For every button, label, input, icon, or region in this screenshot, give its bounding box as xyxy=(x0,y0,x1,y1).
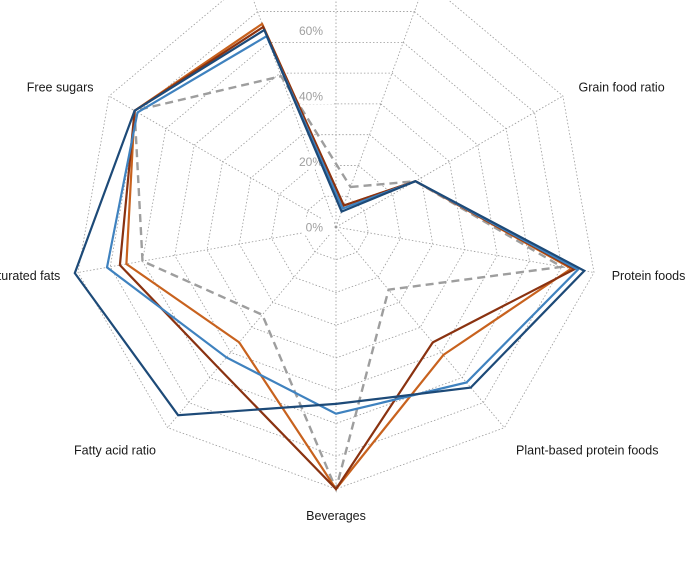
tick-label-bg xyxy=(302,219,334,235)
radar-grid xyxy=(77,0,595,490)
grid-spoke-3 xyxy=(335,226,505,428)
grid-spoke-8 xyxy=(252,0,337,228)
grid-spoke-2 xyxy=(335,226,595,273)
tick-label: 60% xyxy=(299,24,323,38)
grid-ring-30 xyxy=(238,134,434,326)
grid-ring-80 xyxy=(77,0,595,490)
data-series xyxy=(73,22,587,493)
series-line-0 xyxy=(133,74,566,493)
grid-spoke-1 xyxy=(335,95,564,228)
tick-label: 40% xyxy=(299,90,323,104)
grid-spoke-5 xyxy=(167,226,337,428)
grid-ring-70 xyxy=(109,11,563,457)
grid-spoke-0 xyxy=(335,0,420,228)
axis-label-2: Protein foods xyxy=(612,269,685,283)
grid-ring-10 xyxy=(303,195,369,261)
tick-label-bg xyxy=(302,88,334,104)
axis-label-7: Free sugars xyxy=(27,81,94,95)
series-line-1 xyxy=(125,22,574,491)
tick-label: 20% xyxy=(299,155,323,169)
axis-label-1: Grain food ratio xyxy=(579,81,665,95)
axis-labels: Whole-grain foodsGrain food ratioProtein… xyxy=(0,81,685,524)
axis-label-6: Saturated fats xyxy=(0,269,60,283)
grid-spoke-6 xyxy=(77,226,337,273)
grid-spoke-7 xyxy=(108,95,337,228)
series-line-3 xyxy=(105,34,580,415)
grid-ring-20 xyxy=(271,165,401,293)
tick-label: 0% xyxy=(306,221,324,235)
tick-label-bg xyxy=(302,22,334,39)
grid-ring-60 xyxy=(142,41,530,424)
axis-label-5: Fatty acid ratio xyxy=(74,444,156,458)
axis-label-3: Plant-based protein foods xyxy=(516,444,658,458)
grid-ring-50 xyxy=(174,72,498,392)
axis-label-4: Beverages xyxy=(306,509,366,523)
series-line-4 xyxy=(73,28,587,417)
